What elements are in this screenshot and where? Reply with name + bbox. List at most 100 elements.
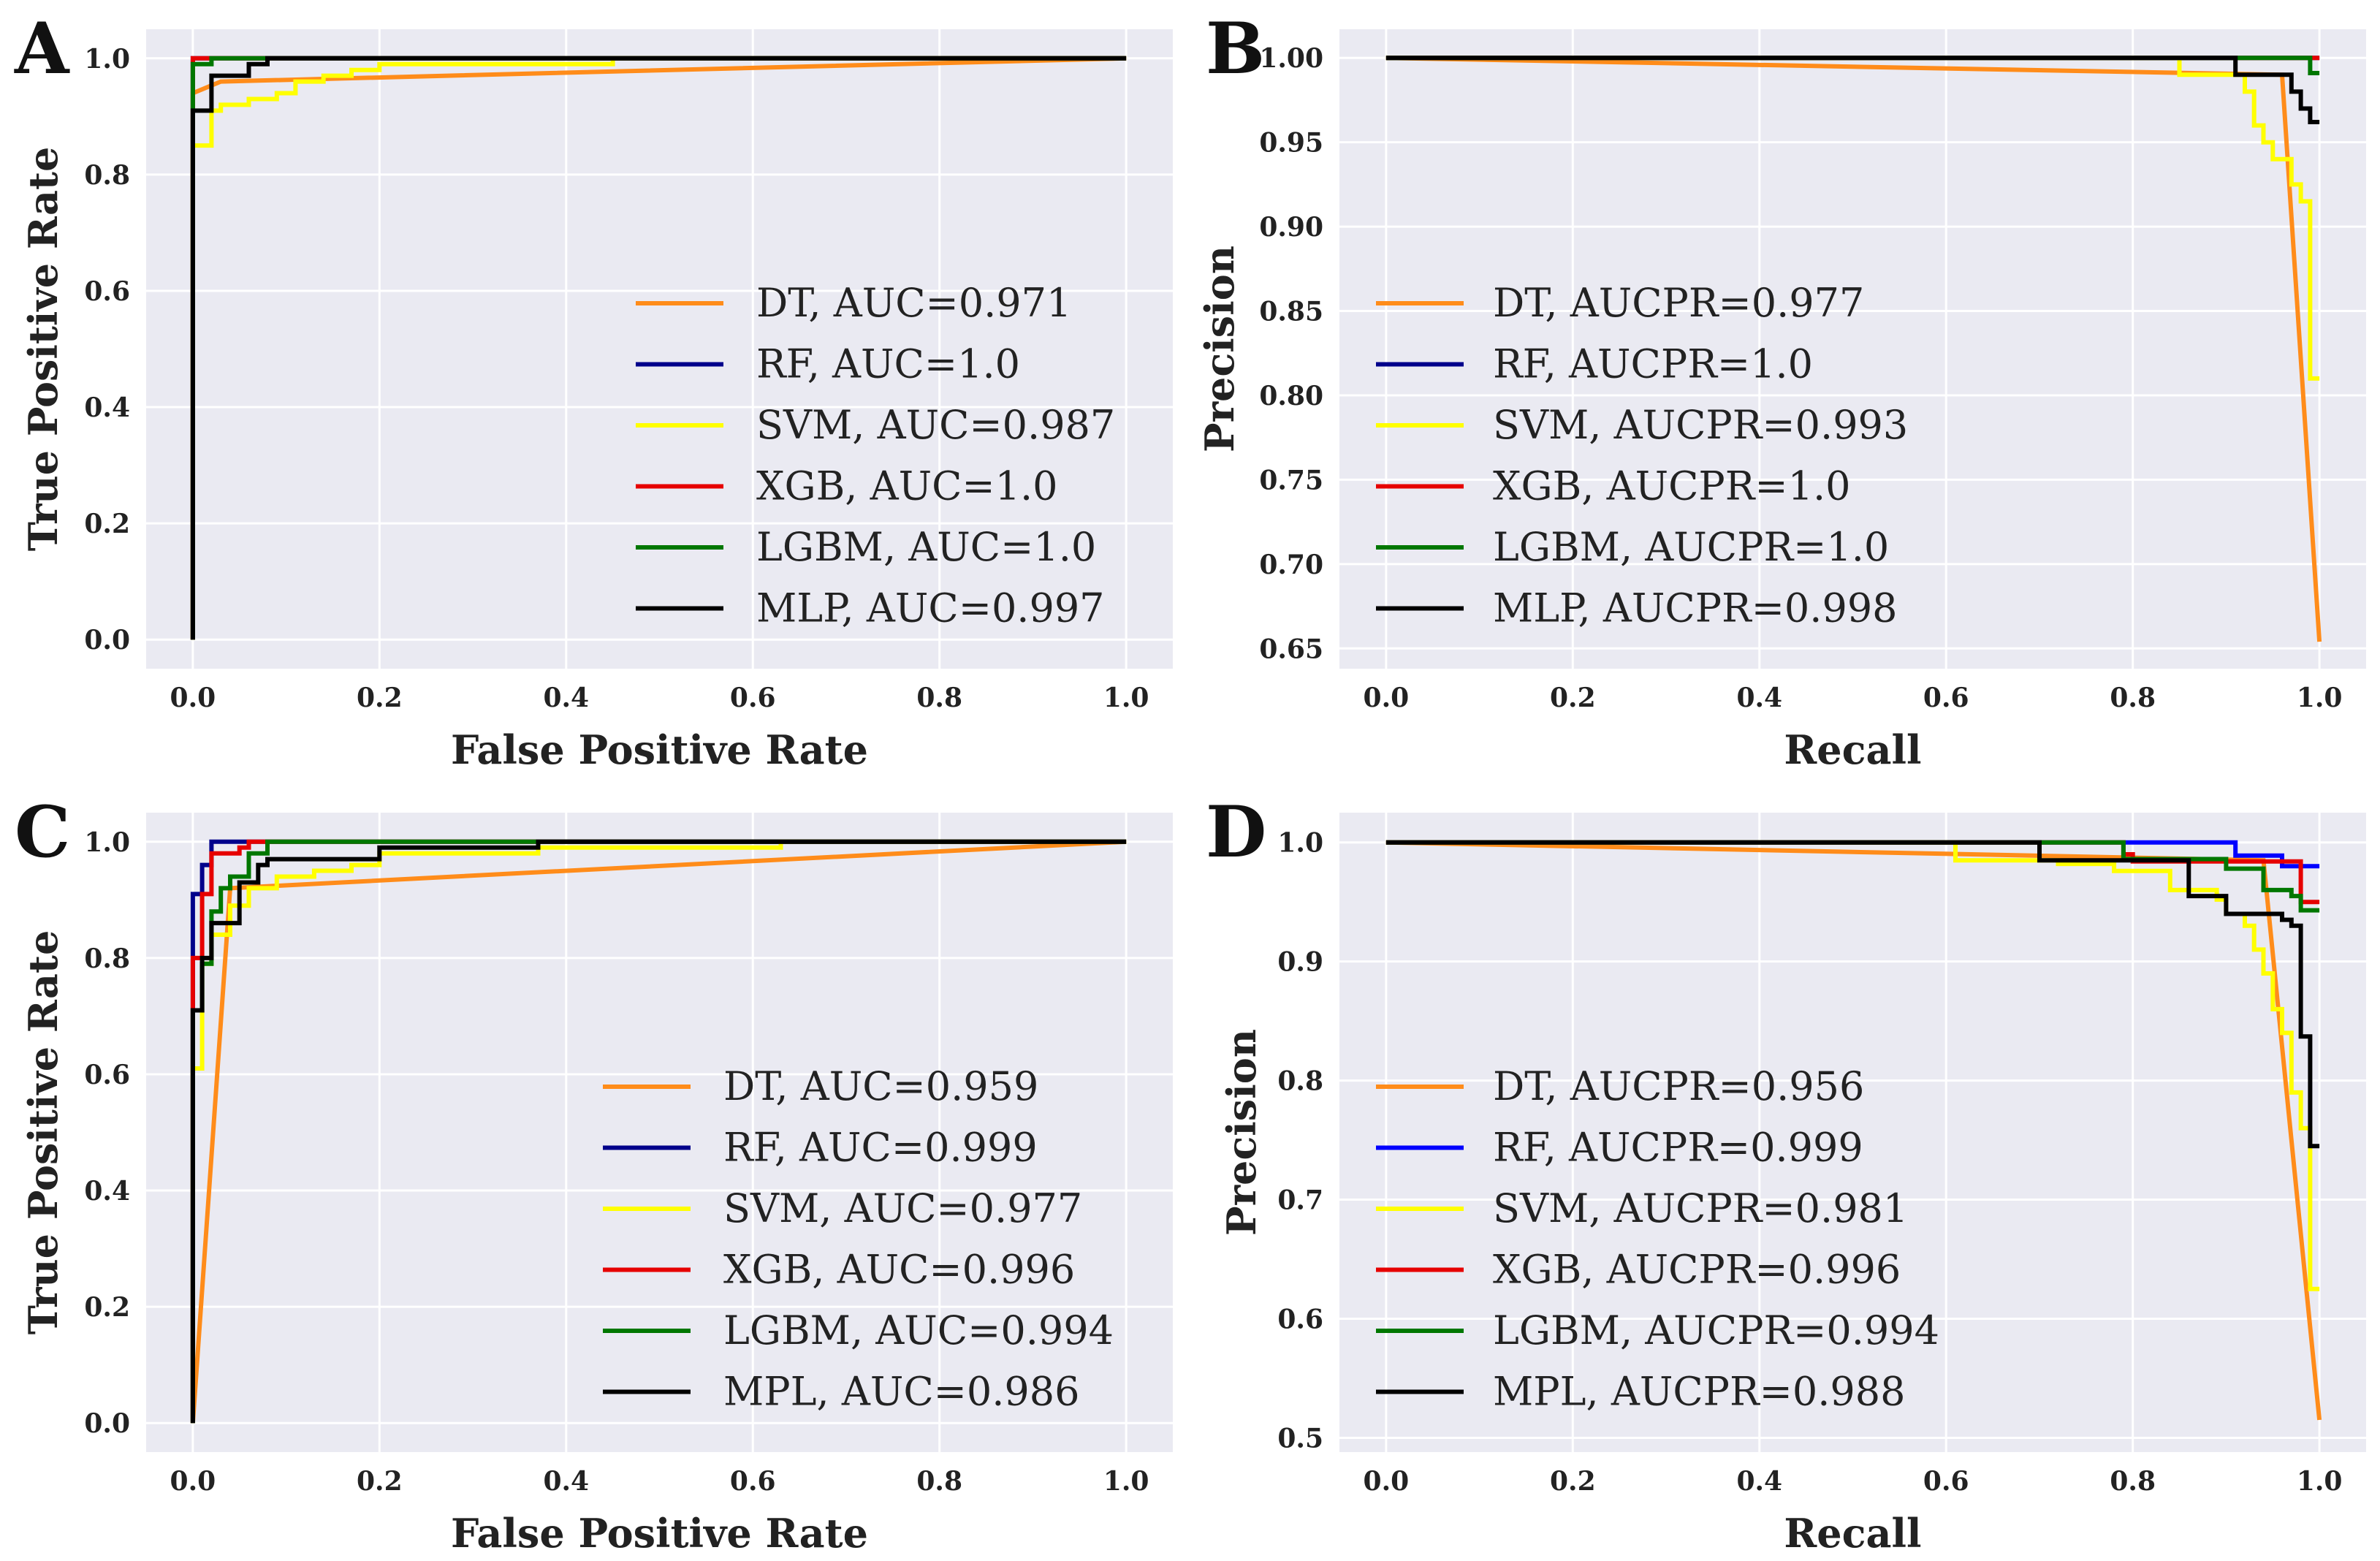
x-tick-label: 0.2 (1550, 1466, 1596, 1497)
series-line-svm (190, 56, 1127, 640)
x-tick-label: 1.0 (2297, 1466, 2343, 1497)
y-tick-label: 0.6 (1277, 1304, 1323, 1335)
x-tick-label: 0.8 (2110, 683, 2156, 713)
legend: DT, AUC=0.971 RF, AUC=1.0 SVM, AUC=0.987 XG… (636, 280, 1115, 631)
legend-label: LGBM, AUC=1.0 (756, 524, 1096, 570)
x-axis-title: Recall (1784, 726, 1921, 773)
legend-label: SVM, AUC=0.987 (756, 402, 1115, 448)
y-tick-label: 0.85 (1259, 297, 1323, 327)
legend-label: MPL, AUC=0.986 (723, 1369, 1079, 1415)
legend: DT, AUCPR=0.977 RF, AUCPR=1.0 SVM, AUCPR=0… (1376, 280, 1908, 631)
panel-letter: D (1206, 791, 1266, 873)
y-tick-label: 0.4 (84, 1176, 130, 1207)
panel-B: 0.0 0.2 0.4 0.6 0.8 1.0 0.65 0.70 0.75 0.80 0.85 0.… (1196, 7, 2366, 773)
panel-D: 0.0 0.2 0.4 0.6 0.8 1.0 0.5 0.6 0.7 0.8 0.9 1.0 Reca… (1206, 791, 2366, 1557)
legend-label: MLP, AUCPR=0.998 (1493, 585, 1898, 631)
series-line-svm (1385, 840, 2320, 1291)
legend-label: XGB, AUCPR=0.996 (1493, 1247, 1901, 1293)
legend-label: SVM, AUC=0.977 (723, 1185, 1082, 1231)
legend-label: DT, AUCPR=0.956 (1493, 1063, 1864, 1109)
x-tick-label: 0.4 (1736, 683, 1782, 713)
series-line-mpl (190, 839, 1127, 1424)
legend-label: LGBM, AUC=0.994 (723, 1307, 1114, 1353)
y-axis-title: True Positive Rate (20, 930, 66, 1335)
legend-label: RF, AUCPR=1.0 (1493, 341, 1813, 387)
series-line-mpl (1385, 840, 2320, 1149)
y-tick-label: 0.8 (84, 943, 130, 974)
y-tick-label: 0.80 (1259, 381, 1323, 411)
x-tick-label: 1.0 (2297, 683, 2343, 713)
y-tick-label: 1.00 (1259, 43, 1323, 74)
legend-label: XGB, AUCPR=1.0 (1493, 463, 1851, 509)
x-tick-label: 0.4 (1736, 1466, 1782, 1497)
legend-label: LGBM, AUCPR=0.994 (1493, 1307, 1939, 1353)
y-axis-title: True Positive Rate (20, 147, 66, 552)
legend-label: RF, AUC=1.0 (756, 341, 1020, 387)
legend: DT, AUC=0.959 RF, AUC=0.999 SVM, AUC=0.977… (603, 1063, 1114, 1415)
legend-label: MLP, AUC=0.997 (756, 585, 1105, 631)
x-axis-title: False Positive Rate (451, 726, 868, 773)
plot-area (1339, 29, 2366, 669)
legend-label: SVM, AUCPR=0.993 (1493, 402, 1908, 448)
y-tick-label: 1.0 (84, 827, 130, 858)
legend-label: DT, AUCPR=0.977 (1493, 280, 1864, 326)
y-tick-label: 0.6 (84, 1060, 130, 1090)
legend-label: DT, AUC=0.959 (723, 1063, 1038, 1109)
panel-C: 0.0 0.2 0.4 0.6 0.8 1.0 0.0 0.2 0.4 0.6 0.8 1.0 Fals… (15, 791, 1173, 1557)
panel-letter: B (1206, 7, 1265, 90)
y-tick-label: 0.5 (1277, 1423, 1323, 1454)
x-tick-label: 0.8 (916, 683, 962, 713)
legend-label: DT, AUC=0.971 (756, 280, 1071, 326)
y-tick-label: 0.90 (1259, 212, 1323, 243)
series-line-xgb (190, 839, 1127, 1424)
y-tick-label: 1.0 (1277, 828, 1323, 859)
y-tick-label: 0.8 (84, 160, 130, 191)
y-tick-label: 0.0 (84, 625, 130, 656)
y-tick-label: 0.95 (1259, 128, 1323, 159)
panel-letter: C (15, 791, 70, 873)
y-tick-label: 0.70 (1259, 550, 1323, 580)
series-line-mlp (190, 56, 1127, 640)
legend-label: SVM, AUCPR=0.981 (1493, 1185, 1908, 1231)
y-tick-label: 0.75 (1259, 465, 1323, 495)
x-axis-title: False Positive Rate (451, 1510, 868, 1557)
y-axis-title: Precision (1196, 246, 1243, 452)
y-tick-label: 0.2 (84, 509, 130, 539)
x-tick-label: 0.0 (1364, 1466, 1410, 1497)
y-axis-title: Precision (1218, 1029, 1265, 1236)
x-tick-label: 0.8 (2110, 1466, 2156, 1497)
y-tick-label: 0.2 (84, 1292, 130, 1323)
x-tick-label: 0.4 (543, 1466, 589, 1497)
x-axis-title: Recall (1784, 1510, 1921, 1557)
plot-area (146, 29, 1173, 669)
x-tick-label: 1.0 (1103, 1466, 1149, 1497)
legend-label: MPL, AUCPR=0.988 (1493, 1369, 1905, 1415)
x-tick-label: 0.6 (730, 683, 776, 713)
y-tick-label: 0.7 (1277, 1185, 1323, 1216)
legend-label: XGB, AUC=0.996 (723, 1247, 1075, 1293)
legend: DT, AUCPR=0.956 RF, AUCPR=0.999 SVM, AUCPR… (1376, 1063, 1939, 1415)
x-tick-label: 0.0 (170, 1466, 216, 1497)
plot-area (1339, 813, 2366, 1452)
legend-label: LGBM, AUCPR=1.0 (1493, 524, 1889, 570)
x-tick-label: 0.8 (916, 1466, 962, 1497)
legend-label: RF, AUCPR=0.999 (1493, 1125, 1863, 1171)
x-tick-label: 0.2 (1550, 683, 1596, 713)
y-tick-label: 0.6 (84, 276, 130, 307)
legend-label: RF, AUC=0.999 (723, 1125, 1038, 1171)
y-tick-label: 0.4 (84, 392, 130, 423)
y-tick-label: 0.65 (1259, 634, 1323, 664)
x-tick-label: 1.0 (1103, 683, 1149, 713)
y-tick-label: 0.0 (84, 1408, 130, 1439)
x-tick-label: 0.6 (730, 1466, 776, 1497)
y-tick-label: 0.9 (1277, 947, 1323, 978)
legend-label: XGB, AUC=1.0 (756, 463, 1058, 509)
panel-letter: A (14, 7, 70, 90)
y-tick-label: 1.0 (84, 44, 130, 75)
y-tick-label: 0.8 (1277, 1066, 1323, 1097)
plot-area (146, 813, 1173, 1452)
series-line-mlp (1385, 56, 2320, 124)
series-line-rf (190, 839, 1127, 1424)
x-tick-label: 0.2 (357, 1466, 403, 1497)
